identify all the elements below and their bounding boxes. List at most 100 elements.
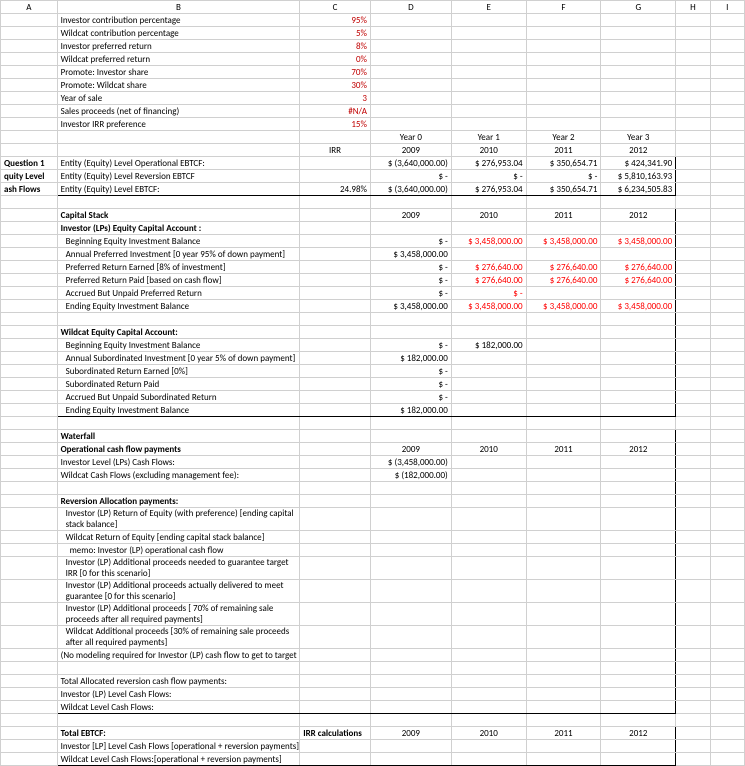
cell[interactable]: #N/A [300,105,371,118]
cell[interactable]: 5% [300,27,371,40]
cell[interactable]: $ (3,640,000.00) [370,157,451,170]
cell[interactable]: 30% [300,79,371,92]
cell[interactable]: Wildcat Level Cash Flows:[operational + … [57,753,300,766]
cell[interactable]: 2009 [370,443,451,456]
cell[interactable]: $ 6,234,505.83 [601,183,676,196]
cell[interactable]: 95% [300,14,371,27]
cell[interactable]: Beginning Equity Investment Balance [57,235,300,248]
cell[interactable]: 2009 [370,144,451,157]
cell[interactable]: Investor (LP) Level Cash Flows: [57,688,300,701]
cell[interactable]: Subordinated Return Earned [0%] [57,365,300,378]
cell[interactable]: $ 3,458,000.00 [451,300,526,313]
cell[interactable]: 8% [300,40,371,53]
cell[interactable]: Subordinated Return Paid [57,378,300,391]
cell[interactable]: $ 276,640.00 [451,274,526,287]
cell[interactable]: $ 276,640.00 [451,261,526,274]
cell[interactable]: 2012 [601,144,676,157]
cell[interactable]: Ending Equity Investment Balance [57,300,300,313]
cell[interactable]: Entity (Equity) Level Reversion EBTCF [57,170,300,183]
cell[interactable]: $ 3,458,000.00 [370,248,451,261]
cell[interactable]: $ 276,640.00 [526,261,601,274]
cell[interactable]: Year 3 [601,131,676,144]
cell[interactable]: $ - [370,261,451,274]
cell[interactable]: 70% [300,66,371,79]
cell[interactable]: Investor (LP) Additional proceeds actual… [57,580,300,603]
cell[interactable]: $ 424,341.90 [601,157,676,170]
cell[interactable]: 2012 [601,209,676,222]
cell[interactable]: Accrued But Unpaid Subordinated Return [57,391,300,404]
cell[interactable]: Investor IRR preference [57,118,300,131]
cell[interactable]: $ - [526,170,601,183]
cell[interactable]: Investor (LP) Return of Equity (with pre… [57,508,300,531]
cell[interactable]: Annual Preferred Investment [0 year 95% … [57,248,300,261]
hdr-F[interactable]: F [526,1,601,14]
cell[interactable]: Wildcat Level Cash Flows: [57,701,300,714]
cell[interactable]: (No modeling required for Investor (LP) … [57,649,300,662]
hdr-E[interactable]: E [451,1,526,14]
cell[interactable]: 2010 [451,443,526,456]
cell[interactable]: Investor preferred return [57,40,300,53]
cell[interactable]: Wildcat contribution percentage [57,27,300,40]
cell[interactable]: IRR [300,144,371,157]
cell[interactable]: $ - [370,365,451,378]
cell[interactable]: $ 3,458,000.00 [601,235,676,248]
cell[interactable]: IRR calculations [300,727,371,740]
cell[interactable]: Ending Equity Investment Balance [57,404,300,417]
cell[interactable]: $ 3,458,000.00 [526,235,601,248]
cell[interactable]: $ - [370,287,451,300]
cell[interactable]: Wildcat Additional proceeds [30% of rema… [57,626,300,649]
cell[interactable]: $ - [451,287,526,300]
cell[interactable]: Sales proceeds (net of financing) [57,105,300,118]
cell[interactable]: $ (182,000.00) [370,469,451,482]
cell[interactable]: Year of sale [57,92,300,105]
cell[interactable]: Beginning Equity Investment Balance [57,339,300,352]
cell[interactable]: $ 276,953.04 [451,183,526,196]
cell[interactable]: Annual Subordinated Investment [0 year 5… [57,352,300,365]
cell[interactable]: 2011 [526,144,601,157]
hdr-I[interactable]: I [710,1,744,14]
cell[interactable]: $ 350,654.71 [526,157,601,170]
cell[interactable]: $ (3,458,000.00) [370,456,451,469]
cell[interactable]: 2010 [451,144,526,157]
cell[interactable]: $ - [370,391,451,404]
cell[interactable]: Year 2 [526,131,601,144]
cell[interactable]: $ 182,000.00 [370,352,451,365]
cell[interactable]: $ - [370,235,451,248]
cell[interactable]: 2009 [370,727,451,740]
cell[interactable]: $ 3,458,000.00 [526,300,601,313]
cell[interactable]: Investor [LP] Level Cash Flows [operatio… [57,740,300,753]
hdr-C[interactable]: C [300,1,371,14]
cell[interactable]: 2011 [526,727,601,740]
cell[interactable]: memo: Investor (LP) operational cash flo… [57,544,300,557]
hdr-D[interactable]: D [370,1,451,14]
cell[interactable]: $ 3,458,000.00 [451,235,526,248]
cell[interactable]: $ - [370,274,451,287]
cell[interactable]: 2012 [601,443,676,456]
cell[interactable]: 2010 [451,209,526,222]
cell[interactable]: Investor Level (LPs) Cash Flows: [57,456,300,469]
cell[interactable]: $ 350,654.71 [526,183,601,196]
cell[interactable]: 15% [300,118,371,131]
cell[interactable]: Year 1 [451,131,526,144]
cell[interactable]: Accrued But Unpaid Preferred Return [57,287,300,300]
cell[interactable]: 2010 [451,727,526,740]
cell[interactable]: $ 276,640.00 [526,274,601,287]
cell[interactable]: $ 276,640.00 [601,274,676,287]
cell[interactable]: $ (3,640,000.00) [370,183,451,196]
cell[interactable]: 3 [300,92,371,105]
cell[interactable]: 2011 [526,209,601,222]
cell[interactable]: Entity (Equity) Level Operational EBTCF: [57,157,300,170]
cell[interactable]: $ 276,640.00 [601,261,676,274]
cell[interactable]: $ 182,000.00 [451,339,526,352]
cell[interactable]: $ 5,810,163.93 [601,170,676,183]
cell[interactable]: Wildcat Cash Flows (excluding management… [57,469,300,482]
cell[interactable]: Preferred Return Paid [based on cash flo… [57,274,300,287]
cell[interactable]: Promote: Investor share [57,66,300,79]
cell[interactable]: Total Allocated reversion cash flow paym… [57,675,300,688]
cell[interactable]: $ - [370,170,451,183]
cell[interactable]: $ - [370,378,451,391]
cell[interactable]: Preferred Return Earned [8% of investmen… [57,261,300,274]
cell[interactable]: Investor (LP) Additional proceeds needed… [57,557,300,580]
cell[interactable]: Promote: Wildcat share [57,79,300,92]
cell[interactable]: $ - [370,339,451,352]
